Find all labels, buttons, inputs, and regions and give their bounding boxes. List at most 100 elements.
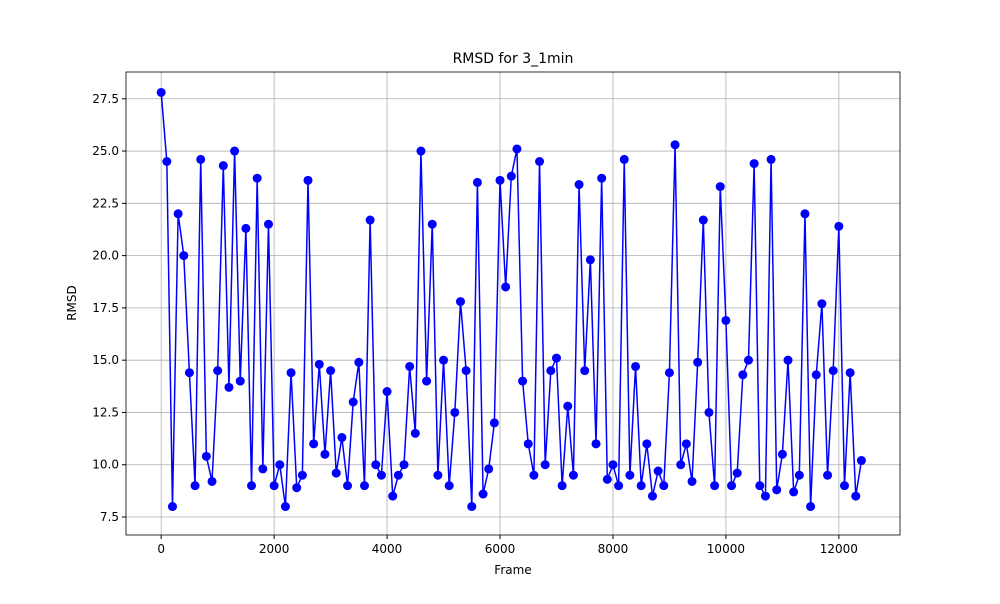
y-tick-label: 7.5 [100,510,119,524]
data-point [789,487,799,497]
data-point [371,460,381,470]
data-point [727,481,737,491]
data-point [642,439,652,449]
data-point [783,355,793,365]
data-point [320,449,330,459]
data-point [523,439,533,449]
data-point [631,361,641,371]
data-point [693,357,703,367]
data-point [179,251,189,261]
y-axis-label: RMSD [65,285,79,321]
data-point [614,481,624,491]
data-point [800,209,810,219]
data-point [738,370,748,380]
data-point [512,144,522,154]
data-point [309,439,319,449]
data-point [794,470,804,480]
y-tick-label: 17.5 [92,301,119,315]
data-point [766,154,776,164]
y-tick-label: 10.0 [92,458,119,472]
data-point [636,481,646,491]
data-point [681,439,691,449]
data-point [585,255,595,265]
data-point [839,481,849,491]
data-point [557,481,567,491]
data-point [297,470,307,480]
data-point [461,366,471,376]
data-point [704,407,714,417]
data-point [777,449,787,459]
data-point [444,481,454,491]
data-point [755,481,765,491]
data-point [162,157,172,167]
data-point [292,483,302,493]
data-point [529,470,539,480]
data-point [834,221,844,231]
data-point [625,470,635,480]
data-point [196,154,206,164]
data-point [241,223,251,233]
data-point [495,175,505,185]
data-point [518,376,528,386]
data-point [653,466,663,476]
data-point [156,87,166,97]
data-point [213,366,223,376]
y-tick-label: 22.5 [92,196,119,210]
data-point [450,407,460,417]
x-tick-label: 2000 [259,542,290,556]
data-point [851,491,861,501]
data-point [743,355,753,365]
data-point [416,146,426,156]
data-point [280,502,290,512]
data-point [772,485,782,495]
data-point [828,366,838,376]
data-point [252,173,262,183]
data-point [326,366,336,376]
data-point [597,173,607,183]
data-point [710,481,720,491]
x-tick-label: 0 [157,542,165,556]
data-point [343,481,353,491]
y-tick-label: 12.5 [92,405,119,419]
data-point [563,401,573,411]
y-tick-label: 15.0 [92,353,119,367]
data-point [489,418,499,428]
data-point [258,464,268,474]
data-point [455,297,465,307]
data-point [439,355,449,365]
data-point [201,451,211,461]
data-point [399,460,409,470]
x-tick-label: 4000 [372,542,403,556]
data-point [856,456,866,466]
data-point [540,460,550,470]
data-point [687,476,697,486]
data-point [269,481,279,491]
data-point [698,215,708,225]
data-point [574,180,584,190]
data-point [337,433,347,443]
x-tick-label: 10000 [707,542,745,556]
data-point [647,491,657,501]
data-point [659,481,669,491]
data-point [760,491,770,501]
y-tick-label: 20.0 [92,249,119,263]
x-axis-label: Frame [494,563,531,577]
data-point [393,470,403,480]
data-point [811,370,821,380]
data-point [331,468,341,478]
data-point [806,502,816,512]
data-point [749,159,759,169]
data-point [608,460,618,470]
chart-title: RMSD for 3_1min [453,51,574,67]
data-point [484,464,494,474]
data-point [184,368,194,378]
x-tick-label: 6000 [485,542,516,556]
data-point [207,476,217,486]
data-point [230,146,240,156]
data-point [235,376,245,386]
data-point [167,502,177,512]
data-point [382,387,392,397]
data-point [218,161,228,171]
data-point [676,460,686,470]
